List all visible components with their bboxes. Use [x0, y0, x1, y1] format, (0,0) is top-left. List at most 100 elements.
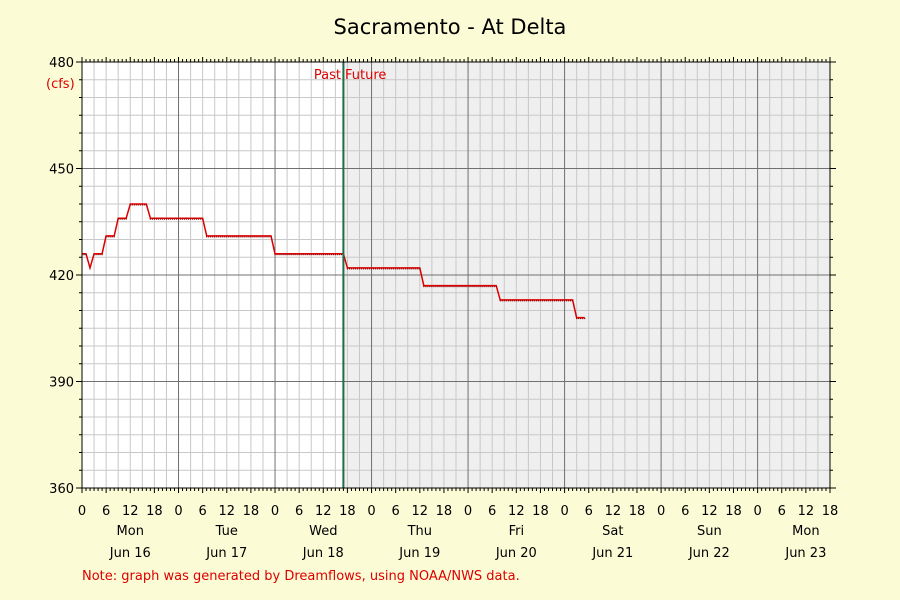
data-point [561, 300, 564, 302]
data-point [198, 218, 200, 220]
data-point [252, 236, 254, 238]
data-point [83, 254, 85, 256]
data-point [189, 218, 192, 220]
x-tick-label: 0 [78, 504, 86, 519]
data-point [212, 236, 214, 238]
data-point [389, 268, 391, 270]
day-date-label: Jun 22 [688, 546, 730, 561]
data-point [515, 300, 517, 302]
data-point [473, 285, 475, 288]
data-point [395, 268, 397, 270]
data-point [161, 218, 164, 220]
chart-title: Sacramento - At Delta [334, 15, 567, 39]
data-point [322, 254, 324, 256]
data-point [262, 236, 264, 238]
x-tick-label: 0 [367, 504, 375, 519]
y-tick-label: 450 [49, 163, 74, 178]
data-point [216, 236, 218, 238]
x-tick-label: 12 [412, 504, 429, 519]
data-point [336, 254, 338, 256]
data-point [503, 300, 505, 302]
data-point [417, 268, 419, 270]
data-point [157, 218, 160, 220]
data-point [169, 218, 172, 220]
data-point [183, 218, 186, 220]
data-point [568, 300, 570, 302]
data-point [266, 236, 268, 238]
data-point [338, 254, 340, 256]
data-point [407, 268, 409, 270]
data-point [501, 300, 503, 302]
data-point [447, 285, 449, 288]
data-point [350, 268, 353, 270]
data-point [270, 236, 272, 238]
data-point [238, 236, 240, 238]
data-point [467, 285, 469, 288]
day-weekday-label: Mon [792, 524, 819, 539]
data-point [175, 218, 178, 220]
data-point [139, 204, 141, 206]
day-date-label: Jun 19 [398, 546, 440, 561]
data-point [290, 254, 292, 256]
data-point [298, 254, 300, 256]
x-tick-label: 12 [701, 504, 718, 519]
data-point [105, 236, 107, 238]
x-tick-label: 6 [295, 504, 303, 519]
data-point [455, 285, 457, 288]
x-tick-label: 6 [585, 504, 593, 519]
x-tick-label: 6 [102, 504, 110, 519]
data-point [471, 285, 473, 288]
data-point [541, 300, 544, 302]
data-point [264, 236, 266, 238]
data-point [449, 285, 451, 288]
data-point [312, 254, 314, 256]
data-point [469, 285, 471, 288]
data-point [111, 236, 113, 238]
data-point [477, 285, 479, 288]
data-point [318, 254, 320, 256]
data-point [405, 268, 407, 270]
data-point [578, 317, 580, 320]
data-point [121, 218, 123, 220]
data-point [537, 300, 540, 302]
data-point [429, 285, 431, 288]
data-point [459, 285, 461, 288]
data-point [346, 268, 349, 270]
data-point [376, 268, 379, 270]
data-point [226, 236, 228, 238]
data-point [368, 268, 371, 270]
x-tick-label: 12 [315, 504, 332, 519]
day-date-label: Jun 17 [205, 546, 247, 561]
data-point [141, 204, 143, 206]
data-point [381, 268, 383, 270]
data-point [109, 236, 111, 238]
data-point [443, 285, 445, 288]
x-tick-label: 6 [778, 504, 786, 519]
data-point [565, 300, 568, 302]
x-tick-label: 18 [629, 504, 646, 519]
data-point [401, 268, 403, 270]
data-point [316, 254, 318, 256]
data-point [240, 236, 242, 238]
data-point [525, 300, 527, 302]
data-point [258, 236, 260, 238]
data-point [155, 218, 157, 220]
data-point [230, 236, 232, 238]
data-point [413, 268, 415, 270]
data-point [519, 300, 521, 302]
data-point [310, 254, 312, 256]
data-point [300, 254, 302, 256]
footnote: Note: graph was generated by Dreamflows,… [82, 569, 520, 584]
data-point [228, 236, 230, 238]
data-point [499, 300, 501, 302]
data-point [505, 300, 507, 302]
data-point [584, 317, 586, 320]
data-point [521, 300, 523, 302]
data-point [356, 268, 359, 270]
data-point [358, 268, 361, 270]
data-point [411, 268, 413, 270]
data-point [435, 285, 437, 288]
x-tick-label: 18 [532, 504, 549, 519]
y-tick-label: 420 [49, 269, 74, 284]
